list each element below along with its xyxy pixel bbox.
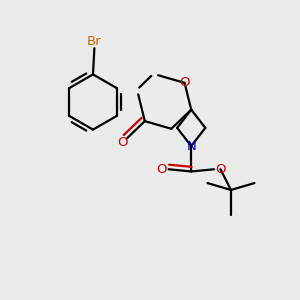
Text: O: O — [157, 163, 167, 176]
Text: Br: Br — [87, 35, 102, 48]
Text: O: O — [215, 163, 226, 176]
Text: N: N — [186, 140, 196, 153]
Text: O: O — [179, 76, 190, 89]
Text: O: O — [117, 136, 128, 149]
